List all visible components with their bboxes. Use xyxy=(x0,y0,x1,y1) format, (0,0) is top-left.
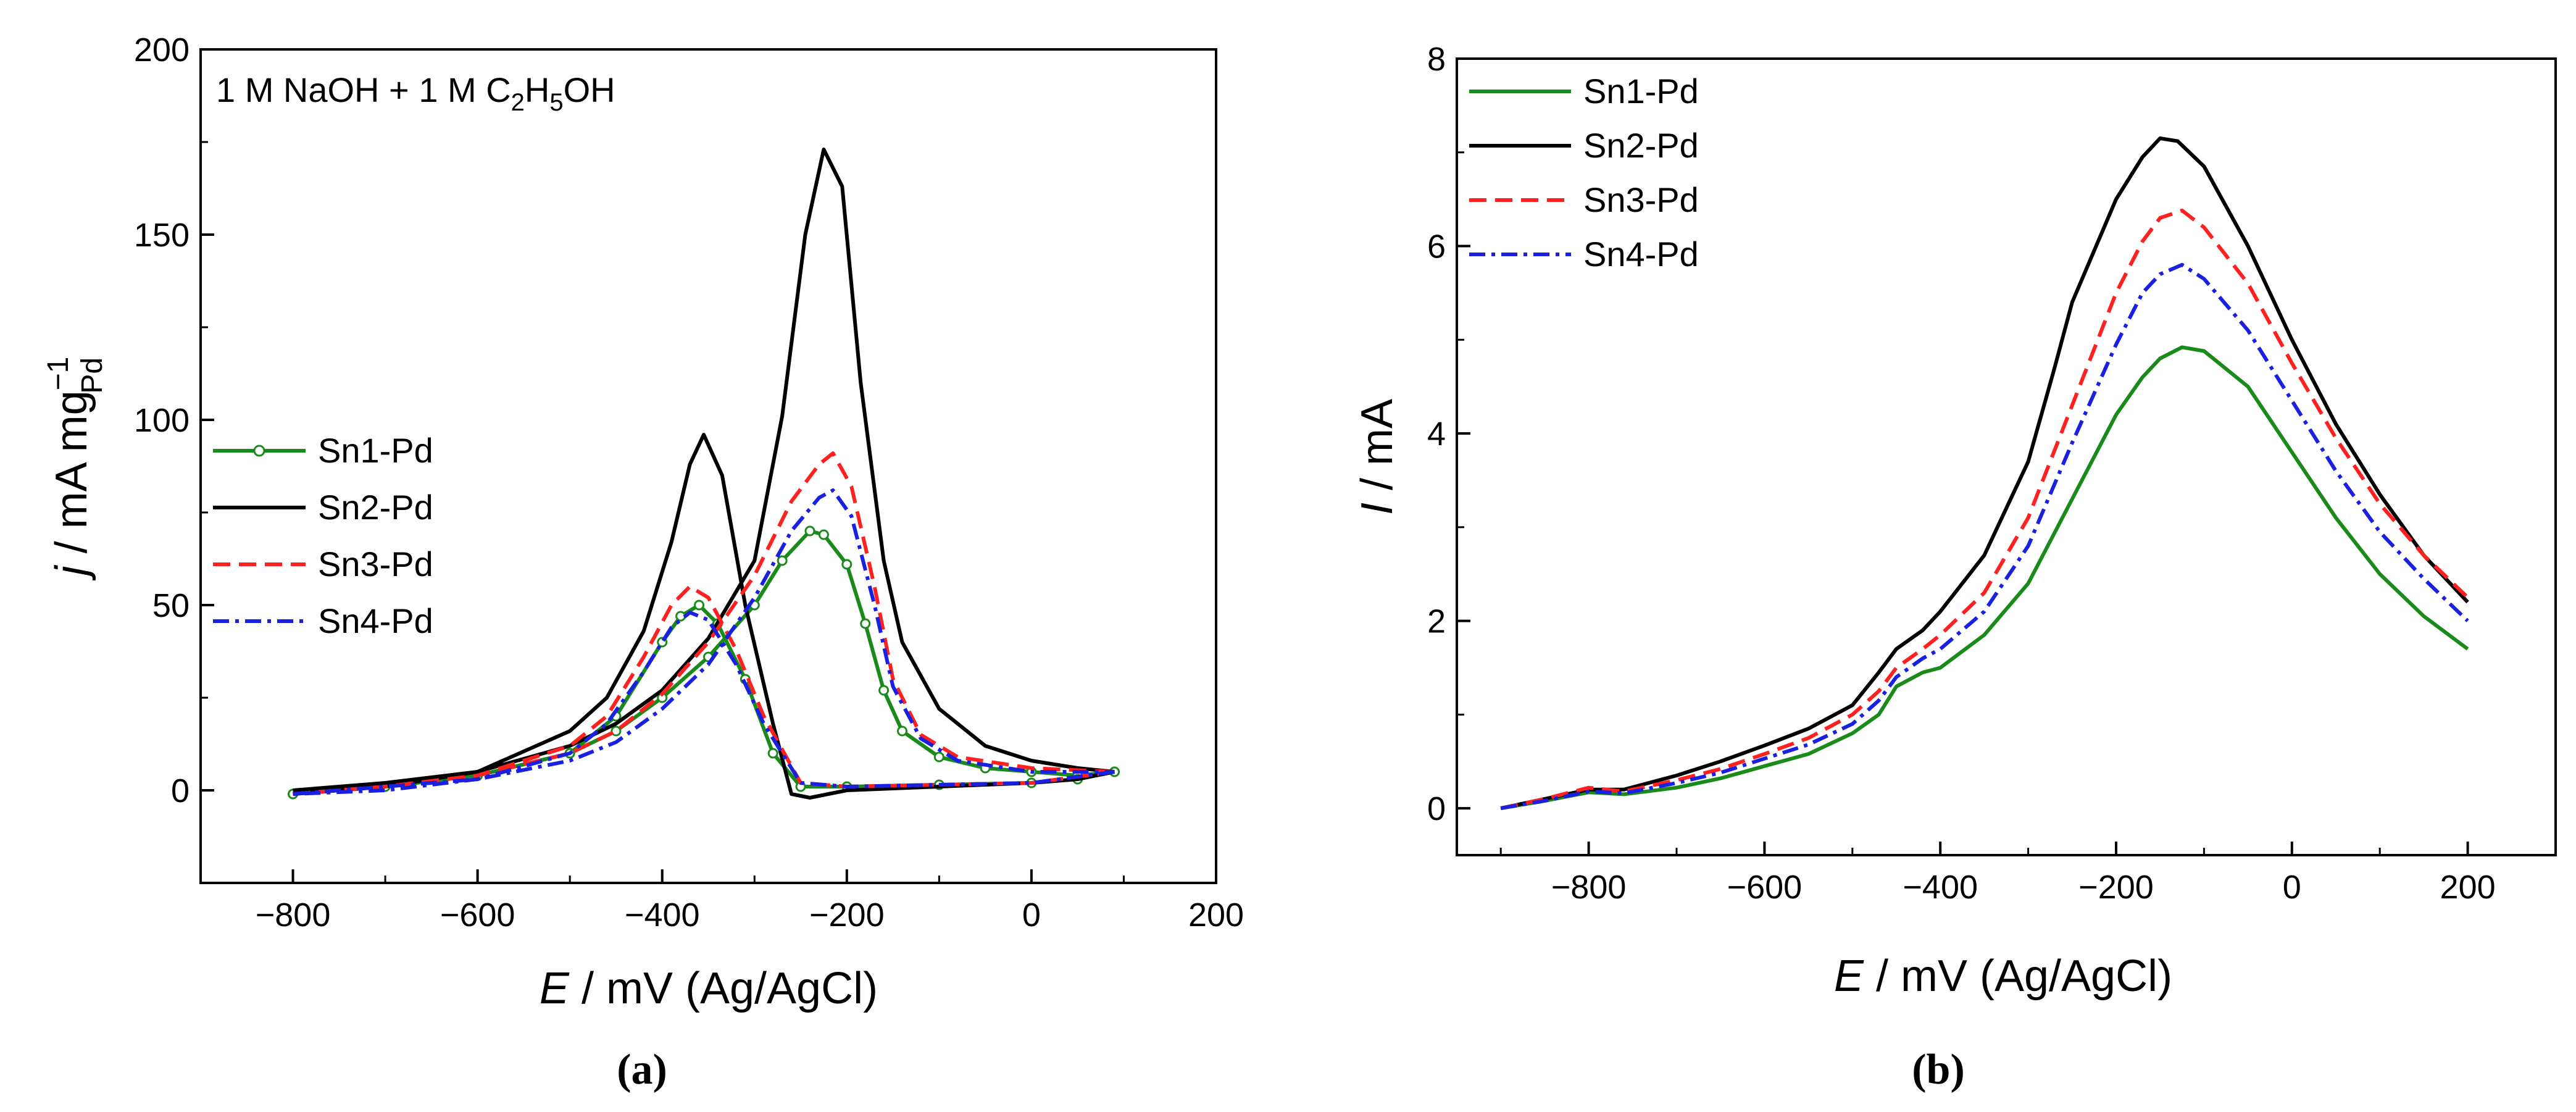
panel-b-frame xyxy=(1456,57,2557,856)
legend-label-sn1-pd: Sn1-Pd xyxy=(318,431,433,470)
panel-a-plot-area xyxy=(288,148,1120,800)
legend-label-sn4-pd: Sn4-Pd xyxy=(1583,235,1699,274)
x-tick-label: 0 xyxy=(1022,897,1041,934)
panel-a: −800 −600 −400 −200 0 200 0 50 100 150 200 1 M NaO… xyxy=(42,31,1244,1093)
y-tick-label: 50 xyxy=(152,587,190,624)
series-marker-sn1-pd xyxy=(777,555,788,566)
panel-b-caption: (b) xyxy=(1912,1046,1965,1093)
series-marker-sn1-pd xyxy=(611,725,622,737)
y-tick-label: 4 xyxy=(1427,416,1446,453)
legend-marker-sn1-pd xyxy=(253,445,265,457)
series-line-sn3-pd-forward xyxy=(293,451,1115,796)
legend-label-sn4-pd: Sn4-Pd xyxy=(318,601,433,640)
x-tick-label: −400 xyxy=(625,897,700,934)
series-line-sn4-pd-forward xyxy=(293,488,1115,796)
series-line-sn4-pd xyxy=(1500,262,2469,811)
panel-a-frame xyxy=(199,48,1217,884)
y-tick-label: 150 xyxy=(134,217,190,254)
legend-label-sn2-pd: Sn2-Pd xyxy=(1583,126,1699,165)
x-tick-label: −800 xyxy=(1551,869,1627,906)
series-marker-sn1-pd xyxy=(878,685,890,696)
x-tick-label: 200 xyxy=(2440,869,2496,906)
panel-a-x-axis-title: E / mV (Ag/AgCl) xyxy=(540,964,878,1013)
y-tick-label: 200 xyxy=(134,31,190,69)
x-tick-label: −200 xyxy=(809,897,885,934)
series-marker-sn1-pd xyxy=(804,525,815,537)
series-marker-sn1-pd xyxy=(818,529,829,540)
legend-label-sn3-pd: Sn3-Pd xyxy=(318,545,433,583)
y-tick-label: 6 xyxy=(1427,228,1446,265)
panel-a-ticks: −800 −600 −400 −200 0 200 0 50 100 150 200 xyxy=(134,31,1244,934)
series-marker-sn1-pd xyxy=(933,751,944,763)
series-line-sn3-pd-backward xyxy=(293,585,1115,796)
legend-label-sn2-pd: Sn2-Pd xyxy=(318,488,433,527)
panel-a-annotation: 1 M NaOH + 1 M C2H5OH xyxy=(216,70,615,116)
panel-b-legend: Sn1-Pd Sn2-Pd Sn3-Pd Sn4-Pd xyxy=(1469,72,1699,274)
x-tick-label: −600 xyxy=(1727,869,1803,906)
x-tick-label: −800 xyxy=(256,897,331,934)
y-tick-label: 0 xyxy=(171,772,190,809)
series-line-sn2-pd xyxy=(1500,136,2469,811)
series-marker-sn1-pd xyxy=(897,725,908,737)
series-marker-sn1-pd xyxy=(767,748,778,759)
series-marker-sn1-pd xyxy=(694,600,705,611)
x-tick-label: 0 xyxy=(2283,869,2301,906)
y-tick-label: 0 xyxy=(1427,790,1446,827)
x-tick-label: −400 xyxy=(1903,869,1978,906)
panel-b-x-axis-title: E / mV (Ag/AgCl) xyxy=(1834,951,2172,1001)
panel-a-caption: (a) xyxy=(617,1046,667,1093)
x-tick-label: −200 xyxy=(2078,869,2154,906)
panel-b-ticks: −800 −600 −400 −200 0 200 0 2 4 6 8 xyxy=(1427,41,2557,906)
legend-label-sn1-pd: Sn1-Pd xyxy=(1583,72,1699,111)
y-tick-label: 100 xyxy=(134,402,190,439)
x-tick-label: −600 xyxy=(440,897,515,934)
y-tick-label: 2 xyxy=(1427,603,1446,640)
panel-b-y-axis-title: I / mA xyxy=(1353,399,1402,515)
series-marker-sn1-pd xyxy=(860,618,871,629)
series-marker-sn1-pd xyxy=(841,559,852,570)
panel-a-y-axis-title: j / mA mg−1Pd xyxy=(42,357,109,582)
y-tick-label: 8 xyxy=(1427,41,1446,78)
series-line-sn1-pd xyxy=(1500,345,2469,811)
series-line-sn2-pd-forward xyxy=(293,148,1115,792)
panel-a-legend: Sn1-Pd Sn2-Pd Sn3-Pd Sn4-Pd xyxy=(213,431,433,640)
series-line-sn3-pd xyxy=(1500,208,2469,811)
panel-b-plot-area xyxy=(1500,136,2469,811)
legend-label-sn3-pd: Sn3-Pd xyxy=(1583,180,1699,219)
x-tick-label: 200 xyxy=(1188,897,1244,934)
